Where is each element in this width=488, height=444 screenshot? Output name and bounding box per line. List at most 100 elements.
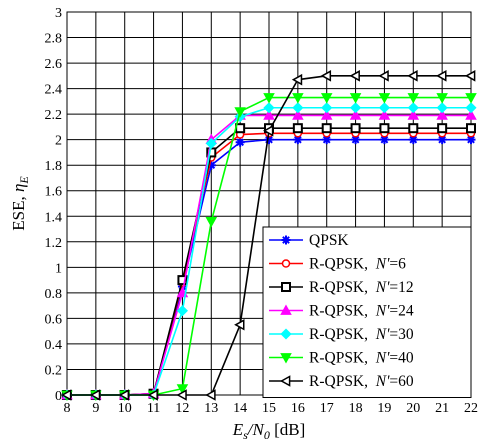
legend-label-value: =40 [389, 350, 413, 367]
legend-label-var: N' [375, 303, 390, 320]
data-point [408, 123, 419, 134]
data-point [205, 217, 218, 228]
legend-label-var: N' [375, 326, 390, 343]
data-point [321, 123, 332, 134]
y-tick-label: 1 [55, 261, 62, 276]
legend-label-prefix: R-QPSK, [309, 279, 376, 296]
legend-label-prefix: R-QPSK, [309, 373, 376, 390]
data-point [465, 102, 477, 114]
legend-label: QPSK [309, 232, 349, 249]
data-point [350, 102, 362, 114]
data-point [320, 70, 332, 82]
legend-marker [281, 282, 291, 292]
data-point [205, 389, 216, 401]
data-point [436, 102, 448, 114]
y-tick-label: 1.4 [45, 210, 63, 225]
data-point [205, 137, 217, 150]
legend-label-prefix: R-QPSK, [309, 326, 376, 343]
data-point [407, 93, 420, 104]
data-point [436, 93, 448, 104]
legend-label: R-QPSK, N'=24 [309, 303, 414, 320]
legend-label: R-QPSK, N'=12 [309, 279, 414, 296]
y-tick-label: 2.2 [45, 108, 63, 123]
data-point [263, 102, 275, 114]
data-point [206, 160, 216, 170]
series-4 [61, 102, 477, 401]
data-point [89, 389, 101, 401]
legend-label-prefix: R-QPSK, [309, 303, 376, 320]
legend-label-prefix: QPSK [309, 232, 349, 249]
data-point [293, 135, 303, 145]
legend-label-prefix: R-QPSK, [309, 256, 376, 273]
data-point [292, 109, 304, 120]
x-tick-label: 12 [175, 401, 189, 416]
data-point [292, 123, 303, 134]
legend-label-var: N' [375, 373, 390, 390]
y-tick-label: 0.6 [45, 312, 63, 327]
y-tick-label: 0.2 [45, 363, 63, 378]
legend-label-value: =12 [389, 279, 413, 296]
y-tick-label: 2 [55, 134, 62, 149]
x-tick-label: 17 [320, 401, 334, 416]
data-point [320, 93, 333, 104]
data-point [60, 389, 72, 401]
legend-item: R-QPSK, N'=12 [269, 279, 414, 296]
y-tick-label: 1.6 [45, 185, 63, 200]
legend-label: R-QPSK, N'=60 [309, 373, 414, 390]
data-point [465, 109, 477, 120]
legend-marker [280, 304, 292, 315]
data-point [263, 93, 275, 104]
legend-box [262, 226, 472, 398]
data-point [118, 389, 130, 401]
data-point [349, 109, 362, 120]
data-point [407, 102, 419, 114]
legend-label-value: =60 [389, 373, 413, 390]
data-point [263, 109, 275, 120]
y-tick-label: 2.8 [45, 32, 63, 47]
x-tick-label: 21 [435, 401, 449, 416]
data-point [176, 389, 187, 401]
legend-marker [281, 235, 291, 245]
y-tick-label: 0.8 [45, 287, 63, 302]
legend-marker [279, 375, 291, 387]
x-tick-label: 14 [233, 401, 247, 416]
x-tick-label: 15 [262, 401, 276, 416]
data-point [176, 305, 188, 317]
legend-label-var: N' [375, 279, 390, 296]
data-point [234, 107, 246, 118]
data-point [234, 319, 245, 331]
x-tick-label: 8 [64, 401, 71, 416]
data-point [465, 93, 477, 104]
data-point [466, 123, 476, 134]
data-point [322, 135, 332, 145]
data-point [147, 389, 158, 401]
data-point [321, 102, 333, 114]
data-point [378, 102, 390, 114]
x-tick-label: 11 [147, 401, 160, 416]
data-point [320, 109, 333, 120]
data-point [292, 93, 304, 104]
legend-item: R-QPSK, N'=6 [269, 256, 406, 273]
data-point [407, 109, 420, 120]
x-axis-label: Es/N0 [dB] [232, 420, 306, 442]
legend-label-var: N' [375, 350, 390, 367]
data-point [466, 135, 476, 145]
y-tick-label: 0 [55, 389, 62, 404]
x-tick-label: 16 [291, 401, 305, 416]
y-tick-label: 2.6 [45, 57, 63, 72]
y-tick-label: 2.4 [45, 83, 63, 98]
data-point [292, 102, 304, 114]
data-point [436, 109, 448, 120]
x-tick-label: 20 [406, 401, 420, 416]
series-layer [60, 70, 477, 402]
legend-item: R-QPSK, N'=40 [269, 350, 414, 367]
legend-item: R-QPSK, N'=60 [269, 373, 414, 390]
y-tick-label: 1.2 [45, 236, 63, 251]
x-tick-label: 10 [118, 401, 132, 416]
data-point [264, 135, 274, 145]
legend-label: R-QPSK, N'=30 [309, 326, 414, 343]
x-tick-label: 22 [464, 401, 478, 416]
legend-label-var: N' [375, 256, 390, 273]
